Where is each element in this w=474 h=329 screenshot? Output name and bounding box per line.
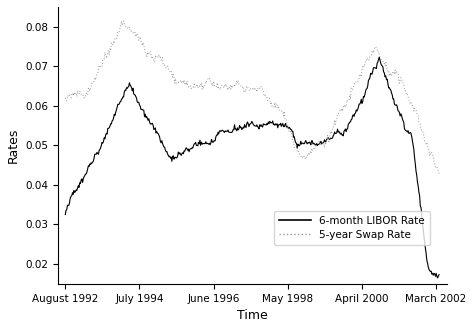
- 6-month LIBOR Rate: [107, 124, 113, 128]
- Line: 6-month LIBOR Rate: 6-month LIBOR Rate: [65, 57, 439, 278]
- 5-year Swap Rate: [73, 90, 78, 94]
- 6-month LIBOR Rate: [360, 100, 365, 104]
- Legend: 6-month LIBOR Rate, 5-year Swap Rate: 6-month LIBOR Rate, 5-year Swap Rate: [274, 211, 430, 245]
- Line: 5-year Swap Rate: 5-year Swap Rate: [65, 21, 439, 174]
- 6-month LIBOR Rate: [435, 276, 440, 280]
- 5-year Swap Rate: [107, 46, 113, 50]
- 6-month LIBOR Rate: [394, 103, 400, 107]
- 5-year Swap Rate: [356, 78, 361, 82]
- 5-year Swap Rate: [121, 19, 127, 23]
- 5-year Swap Rate: [436, 172, 442, 176]
- 6-month LIBOR Rate: [73, 190, 78, 194]
- 6-month LIBOR Rate: [164, 150, 170, 154]
- 5-year Swap Rate: [164, 64, 170, 68]
- 6-month LIBOR Rate: [355, 108, 361, 112]
- 6-month LIBOR Rate: [436, 273, 442, 277]
- 5-year Swap Rate: [361, 63, 366, 67]
- 5-year Swap Rate: [63, 96, 68, 100]
- 6-month LIBOR Rate: [376, 55, 382, 59]
- 6-month LIBOR Rate: [63, 213, 68, 216]
- X-axis label: Time: Time: [237, 309, 268, 322]
- Y-axis label: Rates: Rates: [7, 128, 20, 163]
- 5-year Swap Rate: [394, 70, 400, 74]
